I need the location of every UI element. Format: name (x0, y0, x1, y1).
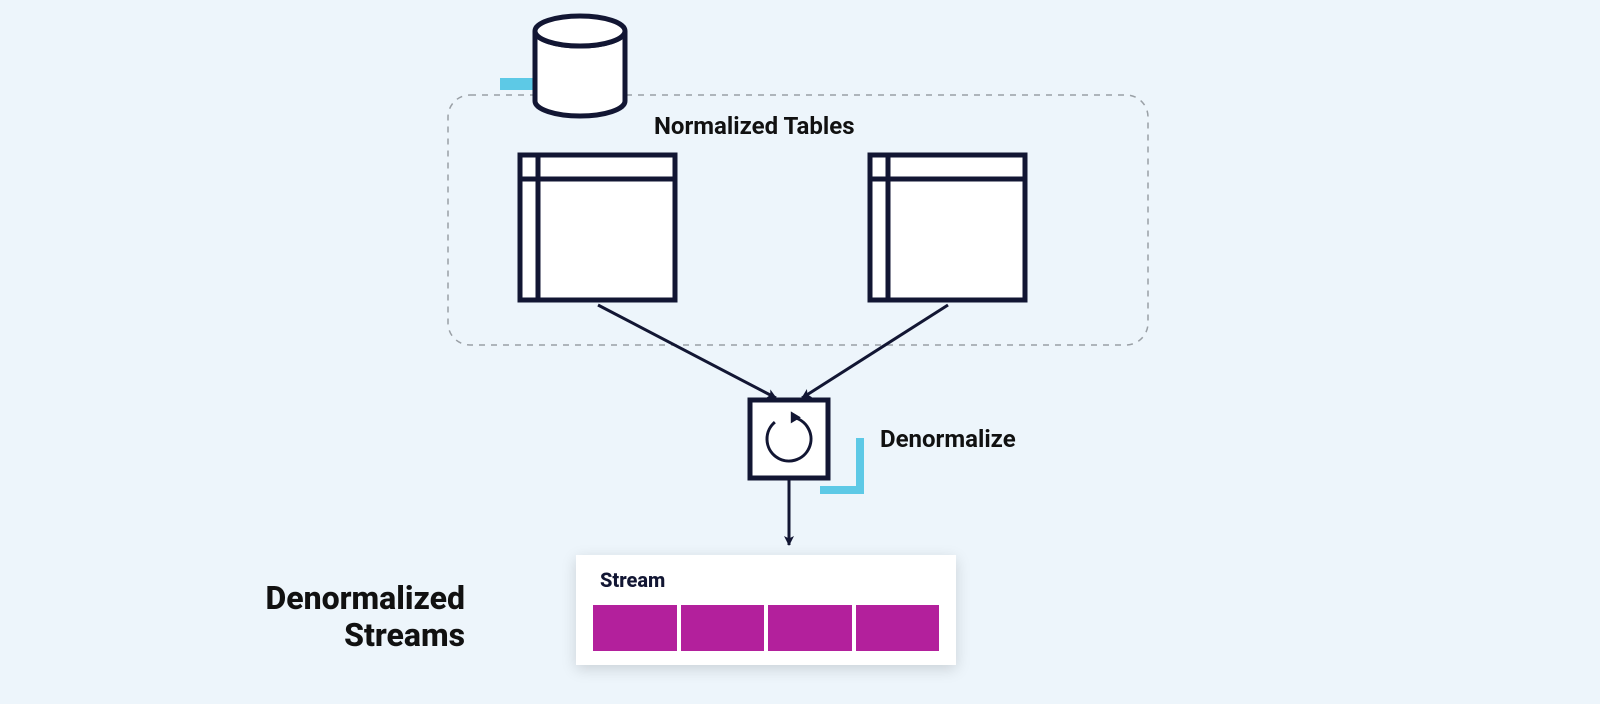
accent-bar-top (500, 78, 590, 90)
database-icon (535, 16, 625, 116)
table-icon-right (870, 155, 1025, 300)
stream-segment (593, 605, 677, 651)
stream-segment (768, 605, 852, 651)
accent-l-shape (820, 438, 860, 490)
denormalize-process-icon (750, 400, 828, 478)
stream-segment (856, 605, 940, 651)
stream-segments (593, 605, 939, 651)
arrow-right-to-process (802, 305, 948, 398)
normalized-tables-label: Normalized Tables (654, 112, 855, 140)
diagram-canvas: Normalized Tables Denormalize Denormaliz… (0, 0, 1600, 704)
stream-label: Stream (600, 568, 665, 592)
title-line-2: Streams (344, 616, 465, 654)
stream-segment (681, 605, 765, 651)
table-icon-left (520, 155, 675, 300)
stream-card: Stream (576, 555, 956, 665)
denormalize-label: Denormalize (880, 425, 1016, 453)
arrow-left-to-process (598, 305, 776, 398)
title-line-1: Denormalized (265, 579, 465, 617)
diagram-title: Denormalized Streams (265, 580, 465, 654)
